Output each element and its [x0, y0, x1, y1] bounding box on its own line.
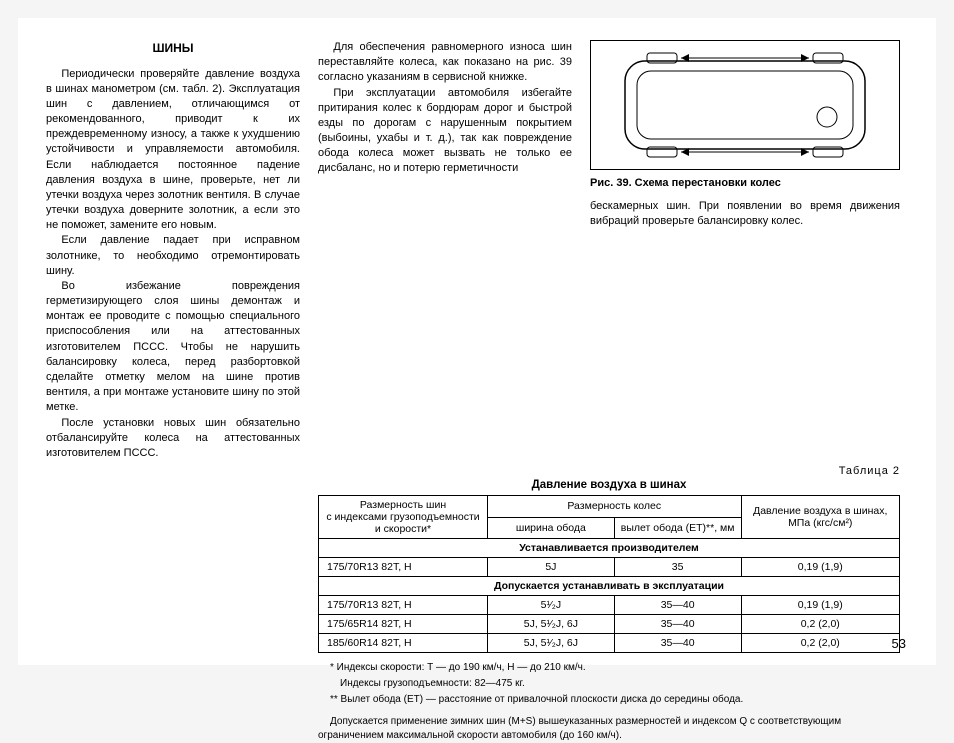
table-row: 175/70R13 82T, H 5¹⁄₂J 35—40 0,19 (1,9): [319, 596, 900, 615]
cell-size: 175/65R14 82T, H: [319, 615, 488, 634]
column-2: Для обеспечения равномерного износа шин …: [318, 40, 572, 461]
col2-p2: При эксплуатации автомобиля избегайте пр…: [318, 86, 572, 177]
cell-et: 35—40: [614, 634, 741, 653]
th-rim-width: ширина обода: [488, 517, 615, 539]
cell-pressure: 0,19 (1,9): [741, 558, 899, 577]
th-tire-size: Размерность шин с индексами грузоподъемн…: [319, 496, 488, 539]
cell-width: 5J, 5¹⁄₂J, 6J: [488, 634, 615, 653]
page-number: 53: [892, 636, 906, 651]
footnote-2: Индексы грузоподъемности: 82—475 кг.: [318, 677, 900, 691]
column-3: Рис. 39. Схема перестановки колес бескам…: [590, 40, 900, 461]
table-title: Давление воздуха в шинах: [318, 479, 900, 491]
cell-et: 35—40: [614, 596, 741, 615]
cell-size: 175/70R13 82T, H: [319, 596, 488, 615]
col3-p: бескамерных шин. При появлении во время …: [590, 199, 900, 229]
cell-et: 35: [614, 558, 741, 577]
col1-p2: Если давление падает при исправном золот…: [46, 233, 300, 279]
cell-pressure: 0,2 (2,0): [741, 634, 899, 653]
cell-width: 5J, 5¹⁄₂J, 6J: [488, 615, 615, 634]
cell-size: 185/60R14 82T, H: [319, 634, 488, 653]
col1-p3: Во избежание повреждения герметизирующег…: [46, 279, 300, 416]
top-columns: ШИНЫ Периодически проверяйте давление во…: [46, 40, 908, 461]
figure-39-box: [590, 40, 900, 170]
cell-width: 5J: [488, 558, 615, 577]
table-row: 185/60R14 82T, H 5J, 5¹⁄₂J, 6J 35—40 0,2…: [319, 634, 900, 653]
table-row: 175/65R14 82T, H 5J, 5¹⁄₂J, 6J 35—40 0,2…: [319, 615, 900, 634]
th-pressure: Давление воздуха в шинах, МПа (кгс/см²): [741, 496, 899, 539]
th-offset: вылет обода (ET)**, мм: [614, 517, 741, 539]
cell-width: 5¹⁄₂J: [488, 596, 615, 615]
figure-caption: Рис. 39. Схема перестановки колес: [590, 176, 900, 191]
col1-p1: Периодически проверяйте давление воздуха…: [46, 67, 300, 234]
tire-pressure-table: Размерность шин с индексами грузоподъемн…: [318, 495, 900, 653]
col2-p1: Для обеспечения равномерного износа шин …: [318, 40, 572, 86]
section-title: ШИНЫ: [46, 40, 300, 57]
cell-size: 175/70R13 82T, H: [319, 558, 488, 577]
table-label: Таблица 2: [318, 465, 900, 477]
table-row: 175/70R13 82T, H 5J 35 0,19 (1,9): [319, 558, 900, 577]
footnote-1: * Индексы скорости: Т — до 190 км/ч, H —…: [318, 661, 900, 675]
th-tire-size-line1: Размерность шин: [360, 499, 446, 511]
section-allowed: Допускается устанавливать в эксплуатации: [319, 577, 900, 596]
document-page: ШИНЫ Периодически проверяйте давление во…: [18, 18, 936, 665]
cell-et: 35—40: [614, 615, 741, 634]
th-wheel-size: Размерность колес: [488, 496, 742, 518]
table-block: Таблица 2 Давление воздуха в шинах Разме…: [318, 465, 900, 743]
footnote-4: Допускается применение зимних шин (M+S) …: [318, 715, 900, 743]
cell-pressure: 0,2 (2,0): [741, 615, 899, 634]
tire-rotation-diagram: [597, 47, 893, 163]
column-1: ШИНЫ Периодически проверяйте давление во…: [46, 40, 300, 461]
footnote-3: ** Вылет обода (ET) — расстояние от прив…: [318, 693, 900, 707]
footnotes: * Индексы скорости: Т — до 190 км/ч, H —…: [318, 661, 900, 743]
section-manufacturer: Устанавливается производителем: [319, 539, 900, 558]
col1-p4: После установки новых шин обязательно от…: [46, 416, 300, 462]
cell-pressure: 0,19 (1,9): [741, 596, 899, 615]
th-tire-size-line2: с индексами грузоподъемности и скорости*: [326, 511, 479, 535]
